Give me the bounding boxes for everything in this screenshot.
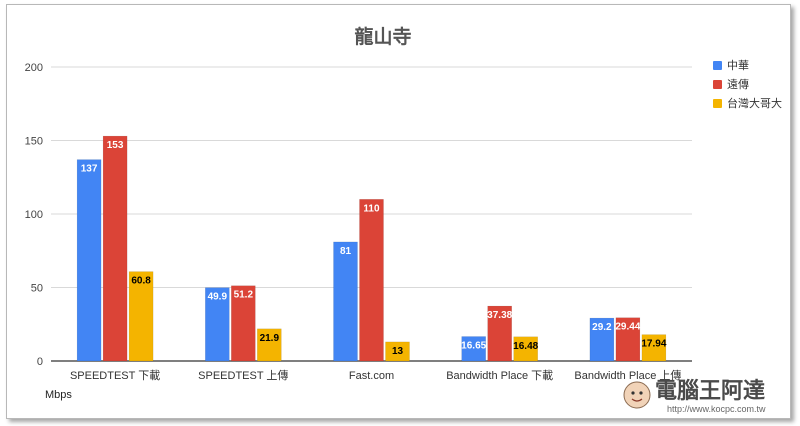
bar-chart: 龍山寺 0 50 100 150 200 137 153 60.8 49.9 51.2 21.9 8… [25, 25, 782, 414]
data-label: 29.2 [592, 322, 612, 333]
chart-title: 龍山寺 [354, 25, 411, 48]
bar[interactable] [513, 336, 538, 362]
data-label: 29.44 [615, 322, 640, 333]
data-labels: 137 153 60.8 49.9 51.2 21.9 81 110 13 16.65 37.38 1… [81, 140, 667, 357]
bars [76, 135, 667, 362]
y-tick-label: 100 [25, 209, 43, 221]
bar[interactable] [487, 305, 512, 362]
data-label: 137 [81, 164, 98, 175]
category-label: Bandwidth Place 下載 [446, 369, 553, 382]
legend-swatch[interactable] [713, 99, 722, 108]
watermark-url: http://www.kocpc.com.tw [667, 404, 766, 414]
data-label: 153 [107, 140, 124, 151]
bar[interactable] [641, 334, 667, 362]
watermark: 電腦王阿達 http://www.kocpc.com.tw [623, 378, 766, 414]
bar[interactable] [333, 241, 358, 362]
data-label: 21.9 [260, 333, 280, 344]
data-label: 60.8 [131, 276, 151, 287]
category-label: SPEEDTEST 下載 [70, 369, 160, 382]
legend-label[interactable]: 台灣大哥大 [727, 96, 782, 110]
mascot-logo [623, 381, 651, 409]
data-label: 16.48 [513, 341, 538, 352]
bar[interactable] [359, 199, 384, 362]
y-axis-ticks: 0 50 100 150 200 [25, 62, 43, 368]
bar[interactable] [231, 285, 256, 362]
bar[interactable] [102, 135, 128, 362]
bar[interactable] [385, 341, 410, 362]
category-label: Fast.com [349, 370, 394, 382]
x-axis-categories: SPEEDTEST 下載 SPEEDTEST 上傳 Fast.com Bandwidt… [70, 369, 681, 382]
data-label: 110 [363, 203, 380, 214]
data-label: 13 [392, 346, 404, 357]
bar[interactable] [589, 317, 615, 362]
legend-swatch[interactable] [713, 80, 722, 89]
legend-label[interactable]: 中華 [727, 59, 749, 72]
y-tick-label: 150 [25, 136, 43, 148]
bar[interactable] [205, 287, 230, 362]
mascot-eye-right [639, 391, 643, 395]
data-label: 37.38 [487, 310, 512, 321]
bar[interactable] [257, 328, 282, 362]
category-label: SPEEDTEST 上傳 [198, 369, 288, 382]
bar[interactable] [461, 336, 486, 362]
chart-frame: 龍山寺 0 50 100 150 200 137 153 60.8 49.9 51.2 21.9 8… [6, 4, 791, 419]
y-axis-label: Mbps [45, 389, 72, 401]
data-label: 49.9 [208, 292, 228, 303]
legend-swatch[interactable] [713, 61, 722, 70]
data-label: 17.94 [641, 339, 666, 350]
category-label: Bandwidth Place 上傳 [574, 369, 681, 382]
y-tick-label: 50 [31, 283, 43, 295]
legend-label[interactable]: 遠傳 [727, 78, 749, 91]
mascot-mouth [631, 398, 643, 402]
bar[interactable] [615, 317, 641, 362]
y-tick-label: 200 [25, 62, 43, 74]
data-label: 51.2 [234, 290, 254, 301]
watermark-text: 電腦王阿達 [655, 378, 765, 403]
y-tick-label: 0 [37, 356, 43, 368]
data-label: 16.65 [461, 341, 486, 352]
bar[interactable] [76, 159, 102, 362]
data-label: 81 [340, 246, 352, 257]
bar[interactable] [128, 271, 154, 362]
mascot-eye-left [631, 391, 635, 395]
